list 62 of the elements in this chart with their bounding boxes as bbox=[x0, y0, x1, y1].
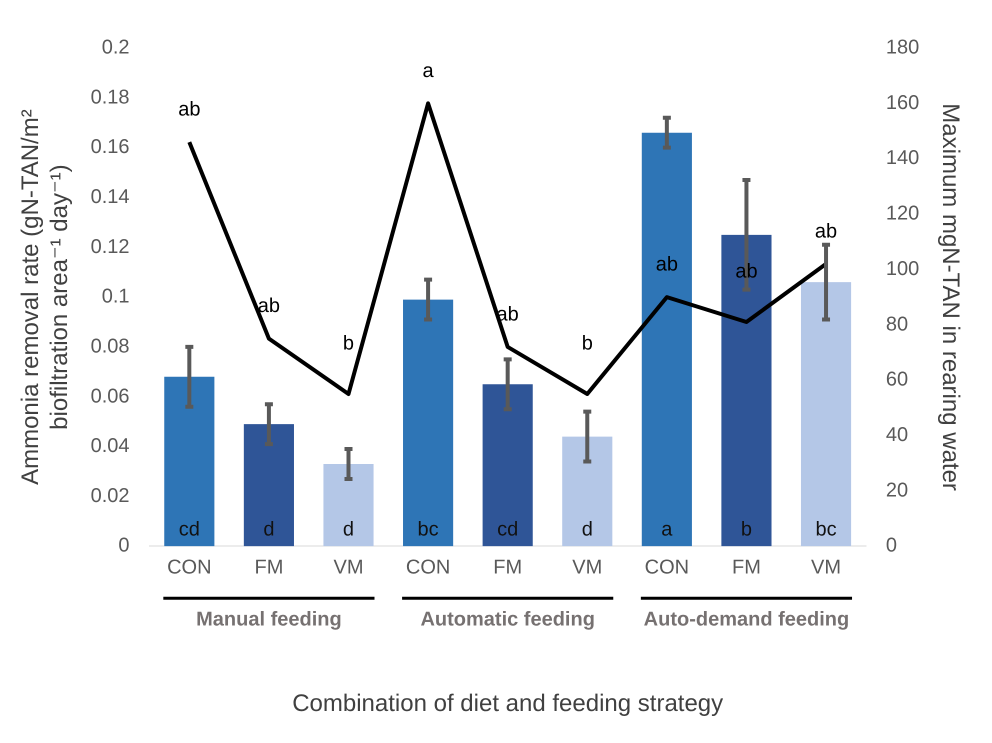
y-tick-label: 0.16 bbox=[90, 136, 130, 158]
x-tick-label: CON bbox=[406, 556, 450, 579]
x-tick-label: CON bbox=[167, 556, 212, 579]
bar bbox=[562, 436, 612, 546]
text: Automatic feeding bbox=[420, 608, 595, 631]
bar bbox=[642, 132, 692, 546]
x-tick-label: VM bbox=[572, 556, 602, 579]
x-tick-label: FM bbox=[493, 556, 522, 579]
x-tick-label: FM bbox=[732, 556, 761, 579]
data-label: ab bbox=[656, 254, 678, 276]
x-tick-label: VM bbox=[334, 556, 364, 579]
bar bbox=[800, 282, 852, 546]
y-tick-label: 0 bbox=[118, 534, 130, 557]
y-tick-label: 0.18 bbox=[90, 86, 130, 108]
data-label: bc bbox=[815, 518, 837, 541]
data-label: ab bbox=[258, 295, 280, 318]
data-label: b bbox=[342, 332, 354, 354]
y2-tick-label: 100 bbox=[886, 258, 920, 280]
y2-tick-label: 60 bbox=[886, 368, 908, 391]
data-label: bc bbox=[418, 518, 439, 541]
y2-axis-title: Maximum mgN-TAN in rearing water bbox=[936, 103, 964, 491]
y2-tick-label: 40 bbox=[886, 424, 908, 446]
data-label: ab bbox=[814, 220, 838, 242]
y2-tick-label: 160 bbox=[886, 92, 920, 114]
y2-tick-label: 120 bbox=[886, 202, 920, 225]
y-tick-label: 0.14 bbox=[90, 186, 130, 208]
y2-tick-label: 80 bbox=[886, 313, 908, 336]
data-label: b bbox=[740, 518, 752, 541]
bar bbox=[482, 384, 533, 546]
text: Auto-demand feeding bbox=[644, 608, 850, 631]
y-tick-label: 0.04 bbox=[90, 435, 130, 458]
bar bbox=[244, 424, 294, 546]
data-label: a bbox=[661, 518, 674, 541]
data-label: d bbox=[582, 518, 593, 541]
bar bbox=[721, 234, 772, 546]
data-label: d bbox=[263, 518, 274, 541]
y2-tick-label: 140 bbox=[886, 147, 920, 170]
y2-tick-label: 20 bbox=[886, 479, 908, 502]
data-label: ab bbox=[735, 260, 758, 283]
y-tick-label: 0.08 bbox=[90, 335, 130, 358]
y-tick-label: 0.02 bbox=[90, 484, 130, 507]
x-tick-label: VM bbox=[811, 556, 842, 579]
y-axis-title: Ammonia removal rate (gN-TAN/m² biofiltration area⁻¹ day⁻¹) bbox=[17, 109, 73, 485]
data-label: cd bbox=[178, 518, 200, 541]
y-tick-label: 0.1 bbox=[102, 286, 130, 308]
text: Manual feeding bbox=[196, 608, 342, 631]
data-label: cd bbox=[497, 518, 518, 541]
x-tick-label: CON bbox=[644, 556, 690, 579]
y-tick-label: 0.06 bbox=[90, 385, 130, 408]
data-label: a bbox=[422, 60, 435, 82]
y-tick-label: 0.2 bbox=[102, 36, 130, 59]
y2-tick-label: 0 bbox=[886, 534, 897, 557]
data-label: ab bbox=[178, 98, 200, 121]
bar bbox=[164, 376, 214, 546]
data-label: d bbox=[342, 518, 354, 541]
y2-tick-label: 180 bbox=[886, 36, 920, 59]
x-axis-title: Combination of diet and feeding strategy bbox=[292, 690, 724, 718]
y-tick-label: 0.12 bbox=[90, 236, 130, 258]
data-label: b bbox=[582, 332, 593, 354]
bar bbox=[403, 300, 454, 546]
bar bbox=[323, 464, 374, 546]
x-tick-label: FM bbox=[254, 556, 284, 579]
